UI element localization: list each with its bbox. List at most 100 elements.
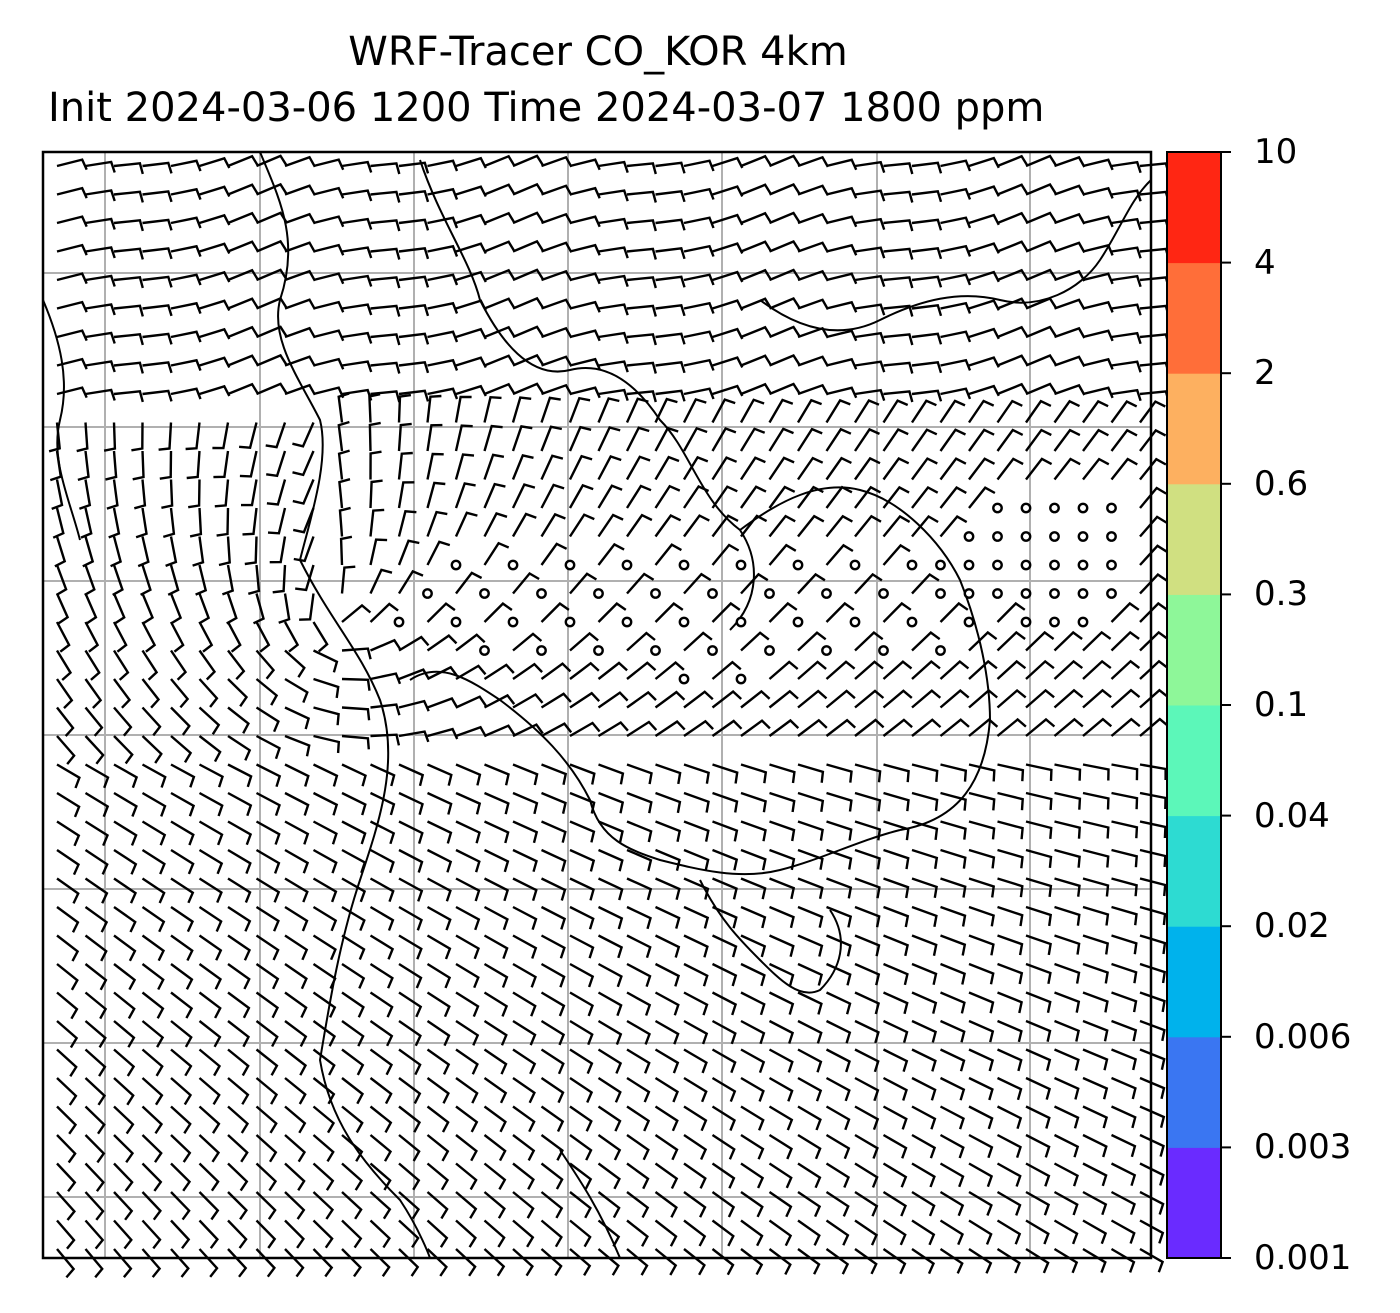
wind-barb [626, 572, 655, 595]
wind-barb [161, 479, 174, 509]
wind-barb [455, 1048, 479, 1075]
wind-barb [882, 543, 911, 566]
wind-barb [769, 297, 801, 310]
wind-barb [968, 185, 1000, 197]
wind-barb [740, 240, 772, 253]
wind-barb [911, 514, 939, 538]
wind-barb [113, 791, 138, 817]
wind-barb [284, 848, 310, 874]
wind-barb [398, 218, 430, 231]
wind-barb [312, 1134, 335, 1163]
wind-barb [170, 791, 196, 817]
wind-barb [598, 360, 629, 373]
wind-barb [112, 564, 124, 596]
wind-barb [540, 1077, 565, 1104]
wind-barb [255, 934, 280, 961]
wind-barb [911, 905, 938, 928]
wind-barb [397, 539, 420, 566]
wind-barb [427, 727, 459, 740]
calm-wind-marker [906, 616, 918, 628]
wind-barb [283, 621, 300, 653]
wind-barb [683, 690, 714, 709]
wind-barb [313, 386, 345, 399]
wind-barb [85, 217, 116, 230]
wind-barb [199, 185, 231, 198]
wind-barb [272, 564, 287, 594]
wind-barb [740, 1048, 766, 1074]
wind-barb [341, 763, 367, 787]
wind-barb [1025, 382, 1057, 396]
wind-barb [227, 382, 259, 396]
wind-barb [797, 1219, 821, 1246]
wind-barb [341, 1219, 363, 1249]
wind-barb [241, 479, 258, 507]
wind-barb [512, 182, 544, 196]
wind-barb [598, 388, 629, 401]
wind-barb [1082, 272, 1114, 285]
wind-barb [740, 1076, 765, 1102]
wind-barb [655, 389, 686, 402]
wind-barb [826, 820, 853, 841]
wind-barb [56, 735, 76, 765]
wind-barb [712, 270, 744, 283]
wind-barb [968, 791, 996, 811]
wind-barb [541, 763, 568, 785]
wind-barb [825, 1019, 852, 1044]
wind-barb [1110, 1133, 1137, 1158]
wind-barb [911, 791, 939, 812]
wind-barb [113, 1162, 134, 1192]
wind-barb [797, 155, 829, 168]
wind-barb [113, 1105, 135, 1135]
wind-barb [540, 1191, 564, 1219]
wind-barb [341, 217, 373, 230]
wind-barb [997, 154, 1029, 168]
wind-barb [56, 1020, 79, 1049]
wind-barb [483, 663, 515, 681]
wind-barb [170, 848, 195, 875]
wind-barb [911, 1162, 936, 1188]
wind-barb [455, 725, 487, 738]
wind-barb [512, 296, 544, 310]
wind-barb [797, 718, 828, 737]
colorbar-segment [1167, 373, 1221, 485]
wind-barb [1082, 1019, 1109, 1042]
wind-barb [1139, 428, 1167, 452]
wind-barb [484, 154, 516, 168]
wind-barb [968, 848, 996, 869]
wind-barb [996, 1076, 1023, 1101]
wind-barb [397, 569, 424, 595]
wind-barb [256, 353, 288, 367]
wind-barb [939, 1190, 965, 1217]
calm-wind-marker [1077, 588, 1089, 599]
calm-wind-marker [1077, 502, 1089, 514]
wind-barb [313, 357, 345, 370]
wind-barb [113, 1048, 136, 1077]
wind-barb [141, 991, 165, 1019]
wind-barb [169, 593, 183, 625]
wind-barb [712, 791, 739, 813]
wind-barb [911, 246, 943, 260]
wind-barb [78, 479, 92, 510]
colorbar-segment [1167, 926, 1221, 1038]
wind-barb [227, 354, 259, 367]
wind-barb [198, 848, 224, 875]
wind-barb [370, 638, 402, 652]
wind-barb [426, 991, 451, 1018]
wind-barb [997, 1019, 1023, 1043]
wind-barb [1025, 717, 1056, 737]
wind-barb [540, 991, 566, 1017]
wind-barb [740, 485, 767, 509]
wind-barb [1082, 763, 1110, 781]
wind-barb [540, 692, 572, 709]
wind-barb [398, 1248, 420, 1277]
wind-barb [826, 962, 852, 986]
wind-barb [54, 536, 67, 568]
wind-barb [227, 1020, 251, 1048]
wind-barb [141, 1020, 165, 1048]
wind-barb [370, 276, 401, 289]
wind-barb [341, 734, 370, 750]
wind-barb [569, 691, 601, 709]
wind-barb [105, 450, 118, 481]
wind-barb [141, 963, 165, 991]
wind-barb [598, 189, 629, 202]
